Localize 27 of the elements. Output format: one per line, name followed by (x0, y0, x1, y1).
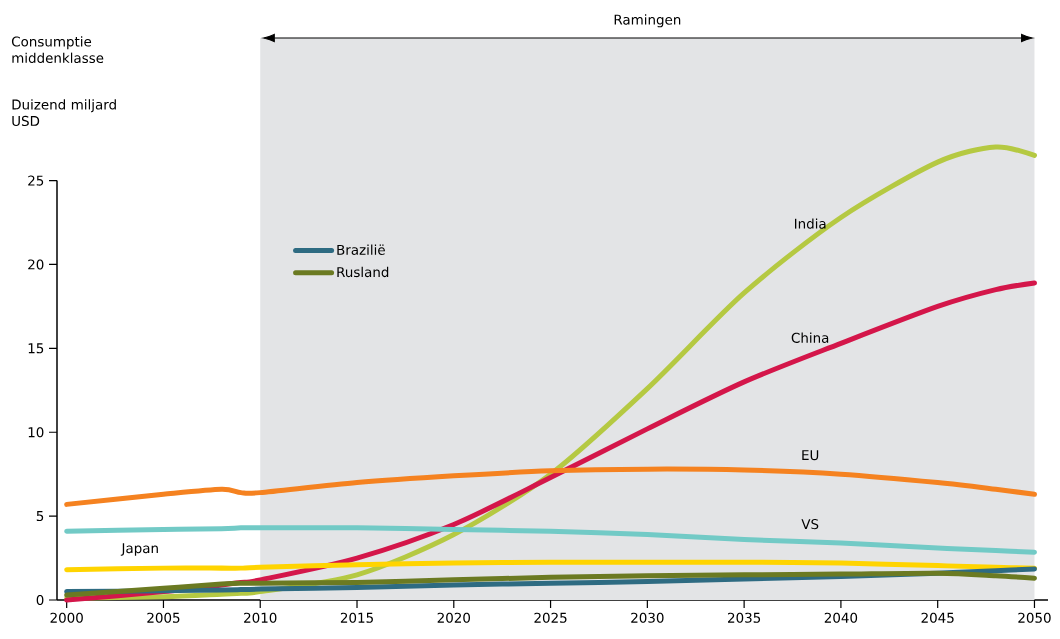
y-tick-label: 25 (28, 175, 44, 186)
x-tick-label: 2020 (437, 612, 471, 623)
y-tick-label: 15 (28, 343, 44, 354)
x-tick-label: 2050 (1018, 612, 1051, 623)
y-axis-title: Consumptie middenklasse (11, 36, 104, 64)
x-tick-label: 2045 (921, 612, 954, 623)
series-label: EU (802, 450, 819, 461)
x-tick-label: 2005 (147, 612, 180, 623)
band-label: Ramingen (614, 14, 681, 28)
y-tick-label: 10 (28, 427, 44, 438)
series-label: Japan (120, 543, 158, 556)
series-label: VS (801, 519, 819, 530)
x-tick-label: 2035 (728, 612, 761, 623)
y-tick-label: 20 (28, 259, 44, 270)
x-tick-label: 2030 (631, 612, 664, 623)
series-label: India (795, 218, 826, 229)
x-tick-label: 2015 (340, 612, 373, 623)
legend-label: Brazilië (337, 244, 385, 255)
x-tick-label: 2040 (824, 612, 858, 623)
x-tick-label: 2000 (50, 612, 83, 623)
y-tick-label: 5 (36, 511, 44, 522)
series-label: China (791, 332, 829, 343)
legend-label: Rusland (337, 266, 389, 278)
x-tick-label: 2010 (244, 612, 277, 623)
y-tick-label: 0 (36, 594, 44, 606)
annotation: Duizend miljard USD (12, 99, 116, 127)
x-tick-label: 2025 (534, 612, 567, 623)
